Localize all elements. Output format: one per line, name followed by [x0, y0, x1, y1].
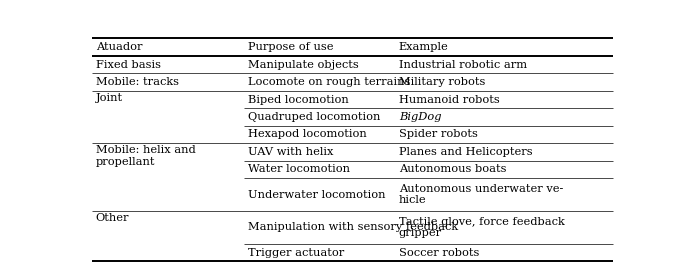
Text: Other: Other — [96, 213, 129, 223]
Text: Example: Example — [399, 42, 449, 52]
Text: Soccer robots: Soccer robots — [399, 248, 479, 258]
Text: Autonomous boats: Autonomous boats — [399, 164, 506, 174]
Text: Manipulation with sensory feedback: Manipulation with sensory feedback — [248, 222, 458, 232]
Text: Mobile: tracks: Mobile: tracks — [96, 77, 179, 87]
Text: Trigger actuator: Trigger actuator — [248, 248, 344, 258]
Text: Atuador: Atuador — [96, 42, 142, 52]
Text: Tactile glove, force feedback
gripper: Tactile glove, force feedback gripper — [399, 217, 564, 238]
Text: Military robots: Military robots — [399, 77, 485, 87]
Text: Purpose of use: Purpose of use — [248, 42, 333, 52]
Text: BigDog: BigDog — [399, 112, 441, 122]
Text: Manipulate objects: Manipulate objects — [248, 60, 358, 70]
Text: Planes and Helicopters: Planes and Helicopters — [399, 147, 532, 157]
Text: Fixed basis: Fixed basis — [96, 60, 161, 70]
Text: Biped locomotion: Biped locomotion — [248, 95, 348, 105]
Text: Quadruped locomotion: Quadruped locomotion — [248, 112, 380, 122]
Text: Underwater locomotion: Underwater locomotion — [248, 190, 385, 200]
Text: Locomote on rough terrains: Locomote on rough terrains — [248, 77, 410, 87]
Text: Hexapod locomotion: Hexapod locomotion — [248, 129, 367, 139]
Text: Water locomotion: Water locomotion — [248, 164, 350, 174]
Text: Joint: Joint — [96, 93, 122, 103]
Text: Mobile: helix and
propellant: Mobile: helix and propellant — [96, 145, 196, 166]
Text: Autonomous underwater ve-
hicle: Autonomous underwater ve- hicle — [399, 184, 563, 205]
Text: Industrial robotic arm: Industrial robotic arm — [399, 60, 527, 70]
Text: Spider robots: Spider robots — [399, 129, 477, 139]
Text: UAV with helix: UAV with helix — [248, 147, 333, 157]
Text: Humanoid robots: Humanoid robots — [399, 95, 499, 105]
